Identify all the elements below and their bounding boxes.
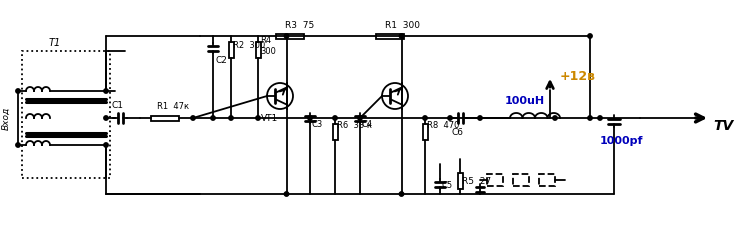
Circle shape (399, 192, 404, 196)
Circle shape (588, 116, 592, 120)
Circle shape (210, 116, 215, 120)
Text: T1: T1 (49, 38, 61, 48)
Circle shape (16, 89, 20, 93)
Bar (22, 51, 110, 178)
Text: R5  27: R5 27 (462, 177, 491, 186)
Bar (256, 42, 261, 58)
Text: VT1: VT1 (262, 114, 279, 123)
Text: R2  300: R2 300 (233, 42, 265, 51)
Circle shape (229, 116, 233, 120)
Circle shape (553, 116, 557, 120)
Bar (276, 34, 304, 38)
Circle shape (104, 89, 108, 93)
Circle shape (399, 34, 404, 38)
Text: R4
300: R4 300 (260, 36, 276, 56)
Text: C4: C4 (362, 120, 373, 129)
Text: Вход: Вход (1, 106, 10, 130)
Circle shape (104, 143, 108, 147)
Circle shape (104, 116, 108, 120)
Text: R8  470: R8 470 (427, 122, 459, 131)
Text: C2: C2 (215, 56, 227, 65)
Text: R3  75: R3 75 (285, 21, 314, 30)
Circle shape (448, 116, 452, 120)
Bar (228, 42, 233, 58)
Text: TV: TV (713, 119, 734, 133)
Circle shape (285, 34, 289, 38)
Circle shape (16, 143, 20, 147)
Text: C1: C1 (112, 101, 124, 110)
Text: 1000pf: 1000pf (600, 136, 643, 146)
Text: R6  33 к: R6 33 к (337, 122, 372, 131)
Circle shape (598, 116, 602, 120)
Text: R1  47к: R1 47к (157, 102, 189, 111)
Bar (333, 124, 337, 140)
Text: +12в: +12в (560, 69, 596, 83)
Circle shape (333, 116, 337, 120)
Text: C6: C6 (452, 128, 464, 137)
Bar (539, 174, 555, 186)
Bar (422, 124, 428, 140)
Circle shape (478, 116, 482, 120)
Text: R1  300: R1 300 (385, 21, 420, 30)
Circle shape (190, 116, 195, 120)
Bar (513, 174, 529, 186)
Text: C3: C3 (312, 120, 323, 129)
Circle shape (358, 116, 362, 120)
Circle shape (423, 116, 428, 120)
Bar (487, 174, 503, 186)
Circle shape (308, 116, 312, 120)
Text: 100uH: 100uH (505, 96, 545, 106)
Text: C5: C5 (442, 181, 453, 190)
Circle shape (588, 34, 592, 38)
Circle shape (285, 192, 289, 196)
Circle shape (256, 116, 260, 120)
Bar (457, 173, 462, 189)
Bar (376, 34, 404, 38)
Bar (151, 115, 179, 121)
